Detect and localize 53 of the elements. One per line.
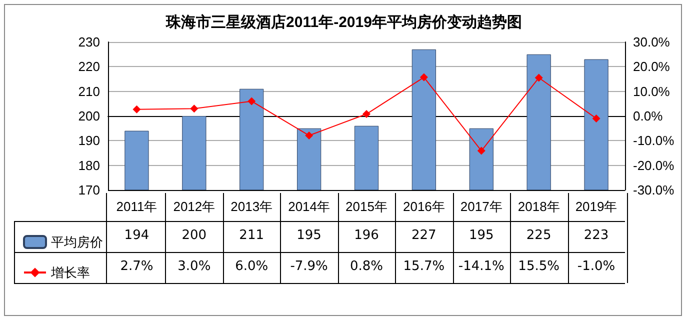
data-label: 225	[525, 227, 552, 245]
y-tick-label: 170	[78, 182, 100, 198]
data-label: 196	[353, 227, 380, 245]
y-tick-label: 180	[78, 158, 100, 173]
data-label: 200	[180, 227, 208, 245]
data-label: 0.8%	[348, 258, 384, 276]
data-label: 15.5%	[517, 258, 560, 276]
y-tick-label: 190	[78, 133, 100, 148]
y2-tick-label: 20.0%	[633, 59, 670, 74]
y-tick-label: 210	[78, 84, 100, 99]
point	[477, 146, 486, 155]
data-label: 195	[296, 227, 322, 245]
point	[362, 110, 370, 118]
data-label: 15.7%	[402, 258, 446, 276]
data-label: -1.0%	[576, 258, 616, 276]
x-tick-label: 2014年	[288, 199, 330, 214]
legend-label: 平均房价	[51, 234, 103, 250]
data-label: 223	[582, 227, 610, 245]
point	[534, 74, 543, 82]
y-tick-label: 220	[78, 59, 100, 74]
point	[592, 114, 600, 122]
x-tick-label: 2011年	[116, 199, 158, 214]
x-tick-label: 2018年	[518, 199, 560, 214]
point	[305, 131, 314, 140]
x-tick-label: 2012年	[173, 199, 216, 214]
legend-label: 增长率	[50, 265, 90, 280]
y2-tick-label: 30.0%	[633, 34, 670, 50]
data-label: 3.0%	[176, 258, 212, 276]
data-label: -14.1%	[457, 258, 506, 276]
point	[132, 105, 141, 114]
data-label: -7.9%	[289, 258, 329, 276]
y2-tick-label: 10.0%	[633, 84, 670, 99]
y2-tick-label: 0.0%	[633, 108, 664, 124]
x-tick-label: 2013年	[230, 199, 273, 214]
point	[248, 97, 256, 106]
x-tick-label: 2015年	[346, 199, 388, 214]
y-tick-label: 200	[78, 108, 100, 124]
point	[190, 104, 198, 113]
chart-title: 珠海市三星级酒店2011年-2019年平均房价变动趋势图	[165, 13, 522, 31]
y2-tick-label: -10.0%	[633, 133, 675, 148]
x-tick-label: 2019年	[575, 199, 618, 214]
data-label: 211	[238, 227, 265, 245]
data-label: 227	[410, 227, 438, 245]
data-label: 6.0%	[234, 258, 270, 276]
y-tick-label: 230	[78, 34, 100, 50]
data-label: 195	[468, 227, 495, 245]
y2-tick-label: -30.0%	[633, 182, 675, 198]
x-tick-label: 2016年	[402, 199, 445, 214]
x-tick-label: 2017年	[460, 199, 502, 214]
y2-tick-label: -20.0%	[633, 158, 675, 173]
data-label: 2.7%	[119, 258, 154, 276]
data-label: 194	[123, 227, 150, 245]
point	[420, 73, 428, 82]
